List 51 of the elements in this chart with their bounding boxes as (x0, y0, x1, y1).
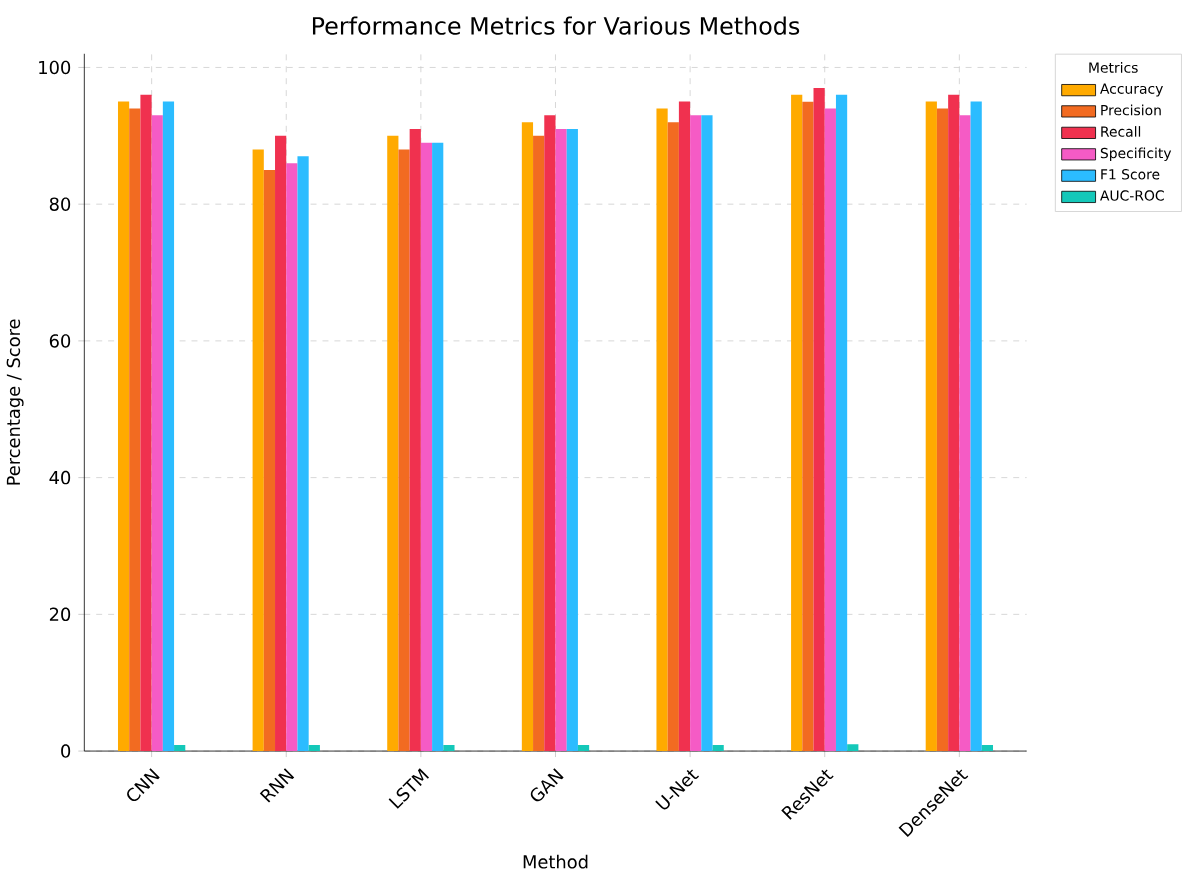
bar (678, 102, 691, 752)
bar (981, 745, 994, 752)
bar (577, 745, 590, 752)
bar (140, 95, 152, 752)
bar (521, 122, 534, 752)
bar (690, 115, 702, 752)
bar (555, 129, 567, 752)
bar (286, 163, 298, 752)
y-tick-label: 100 (39, 61, 71, 75)
bar (667, 122, 679, 752)
bar (263, 170, 276, 752)
bar (791, 95, 803, 752)
bar (656, 108, 668, 752)
bar (847, 744, 859, 752)
y-tick-label: 0 (61, 744, 71, 759)
chart-title: Performance Metrics for Various Methods (312, 16, 800, 36)
bar (398, 149, 410, 752)
bar (129, 108, 141, 752)
bar (252, 149, 264, 752)
bar (533, 136, 545, 752)
bar (813, 88, 825, 752)
bar (936, 108, 949, 752)
bar (409, 129, 421, 752)
y-axis-title: Percentage / Score (6, 319, 24, 486)
bar (802, 102, 814, 752)
bar (925, 102, 937, 752)
bar (308, 745, 320, 752)
y-tick-label: 20 (49, 607, 71, 622)
bar (948, 95, 960, 752)
bar (824, 108, 836, 752)
bar (712, 745, 724, 752)
bar (443, 745, 455, 752)
bar (162, 102, 175, 752)
bar (275, 136, 287, 752)
bar (297, 156, 309, 752)
bar (566, 129, 578, 752)
bar (544, 115, 556, 752)
y-tick-label: 80 (49, 197, 71, 212)
y-tick-label: 40 (49, 471, 71, 485)
x-axis-title: Method (523, 855, 588, 869)
bar (117, 102, 130, 752)
bar (432, 143, 444, 752)
bar (387, 136, 399, 752)
bar (970, 102, 982, 752)
bar (420, 143, 433, 752)
bar (174, 745, 186, 752)
bar (835, 95, 848, 752)
bar (701, 115, 713, 752)
bar (151, 115, 163, 752)
y-tick-label: 60 (49, 334, 71, 349)
bar (959, 115, 971, 752)
